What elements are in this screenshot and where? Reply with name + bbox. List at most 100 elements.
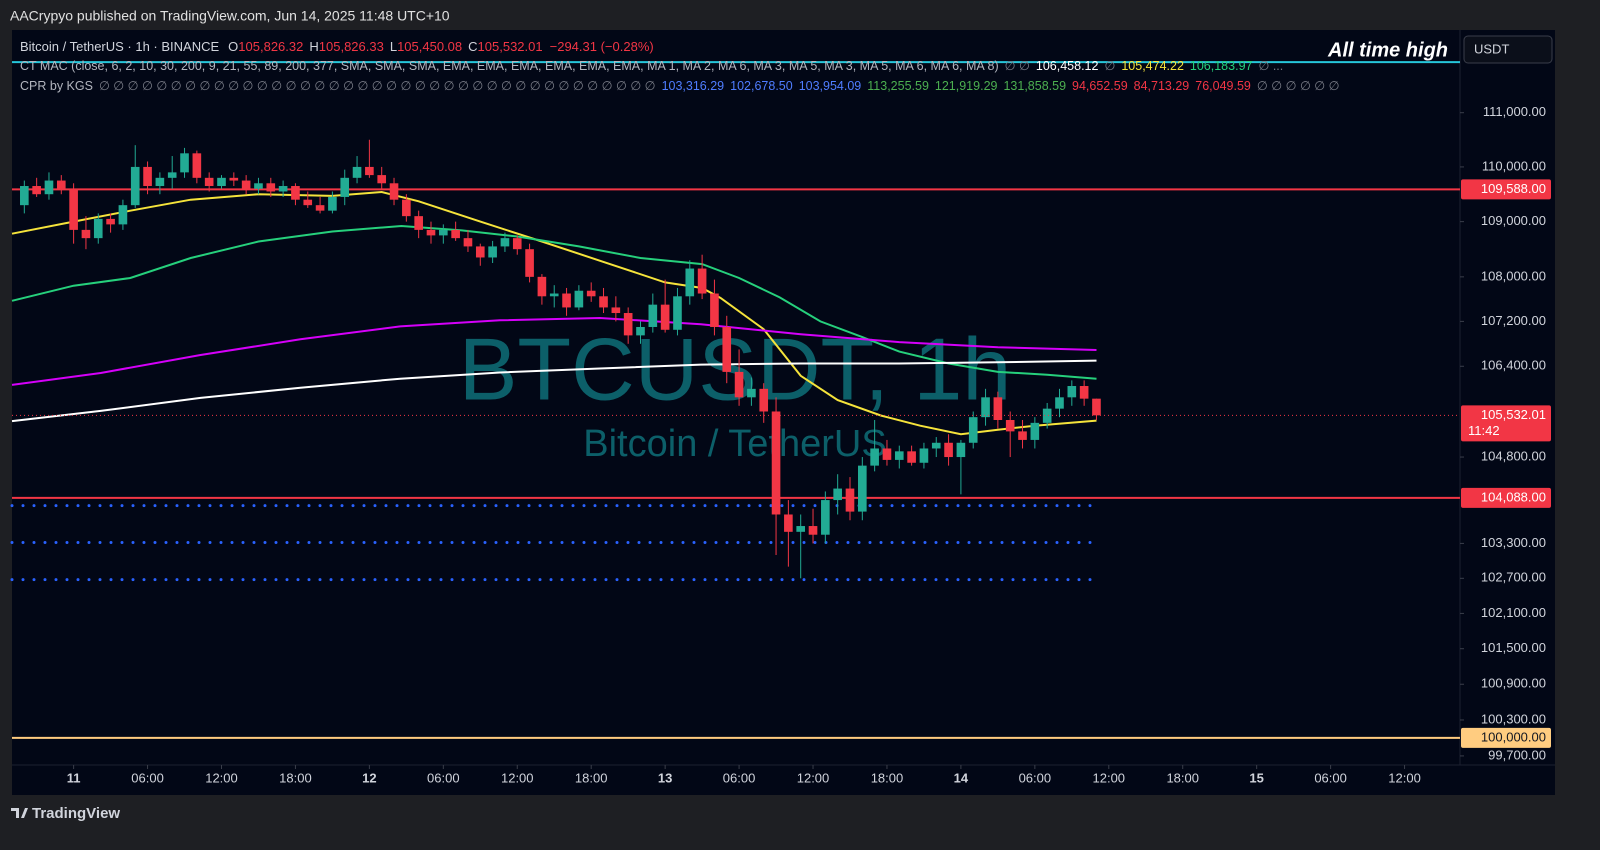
candle-body — [352, 166, 362, 178]
symbol: Bitcoin / TetherUS · 1h · BINANCE — [20, 39, 219, 54]
y-tick-label: 107,200.00 — [1481, 313, 1546, 328]
ohlc-value: 105,532.01 — [478, 39, 543, 54]
x-tick-label: 12:00 — [501, 770, 534, 785]
candle-body — [882, 448, 892, 460]
brand: TradingView — [32, 805, 120, 822]
candle-body — [981, 397, 990, 418]
x-tick-label: 18:00 — [279, 770, 312, 785]
candle-body — [759, 388, 769, 412]
candle-body — [426, 229, 436, 236]
indicator-name: CPR by KGS — [20, 79, 93, 93]
indicator-value: ∅ ... — [1258, 59, 1283, 73]
ohlc-value: 105,826.33 — [319, 39, 384, 54]
candle-body — [537, 276, 547, 297]
watermark-symbol: BTCUSDT, 1h — [459, 319, 1012, 418]
candle-body — [414, 216, 423, 230]
indicator-value: 84,713.29 — [1134, 79, 1190, 93]
candle-body — [402, 199, 411, 217]
candle-body — [747, 388, 756, 398]
level-label-box — [1461, 727, 1551, 748]
candle-body — [636, 326, 645, 336]
y-tick-label: 108,000.00 — [1481, 268, 1546, 283]
candle-body — [106, 218, 115, 225]
level-label: 104,088.00 — [1481, 489, 1546, 504]
candle-body — [660, 304, 670, 330]
candle-body — [389, 183, 399, 200]
last-price-box — [1461, 405, 1551, 442]
candle-body — [81, 229, 91, 239]
candle-body — [1055, 397, 1064, 409]
candle-body — [586, 290, 596, 297]
candle-body — [229, 177, 239, 181]
level-label: 109,588.00 — [1481, 181, 1546, 196]
candle-body — [20, 186, 29, 206]
candle-body — [143, 166, 152, 187]
candle-body — [968, 417, 978, 443]
indicator-value: 113,255.59 — [867, 79, 929, 93]
indicator-value: 131,858.59 — [1003, 79, 1066, 93]
candle-body — [944, 442, 953, 458]
x-tick-label: 13 — [658, 770, 672, 785]
candle-body — [833, 488, 842, 501]
candle-body — [845, 488, 855, 512]
candle-body — [1005, 420, 1015, 432]
candle-body — [130, 166, 140, 206]
candle-body — [439, 229, 448, 236]
candle-body — [475, 246, 485, 258]
indicator-value: 106,183.97 — [1190, 59, 1253, 73]
candle-body — [44, 180, 54, 195]
candle-body — [377, 175, 387, 184]
x-tick-label: 11 — [67, 770, 81, 785]
candle-body — [500, 238, 510, 247]
candle-body — [1067, 386, 1077, 398]
candle-body — [858, 465, 867, 512]
currency-button[interactable] — [1463, 35, 1553, 64]
candle-body — [340, 177, 350, 197]
indicator-value: ∅ ∅ ∅ ∅ ∅ ∅ ∅ ∅ ∅ ∅ ∅ ∅ ∅ ∅ ∅ ∅ ∅ ∅ ∅ ∅ … — [99, 79, 656, 93]
candle-body — [278, 186, 288, 192]
candle-body — [931, 442, 941, 449]
indicator-value: 103,954.09 — [799, 79, 862, 93]
candle-body — [315, 205, 325, 211]
x-tick-label: 18:00 — [1166, 770, 1199, 785]
level-label-box — [1461, 179, 1551, 200]
indicator-name: CT MAC (close, 6, 2, 10, 30, 200, 9, 21,… — [20, 59, 999, 73]
plot — [10, 61, 1460, 739]
candle-body — [266, 183, 276, 192]
candle-body — [69, 188, 78, 230]
y-tick-label: 102,700.00 — [1481, 570, 1546, 585]
y-tick-label: 102,100.00 — [1481, 605, 1546, 620]
candle-body — [734, 371, 744, 398]
candle-body — [241, 180, 251, 189]
change: −294.31 (−0.28%) — [550, 39, 654, 54]
watermark: BTCUSDT, 1h Bitcoin / TetherUS — [459, 319, 1012, 465]
indicator-value: ∅ ∅ — [1005, 59, 1030, 73]
y-tick-label: 100,900.00 — [1481, 676, 1546, 691]
candle-body — [56, 180, 66, 189]
last-price-label: 105,532.01 — [1481, 407, 1546, 422]
candle-body — [217, 177, 226, 187]
candle-body — [204, 177, 214, 187]
ma-line — [11, 224, 1097, 380]
candle-body — [808, 526, 818, 535]
publish-info: AACrypyo published on TradingView.com, J… — [10, 8, 450, 24]
x-tick-label: 12:00 — [1093, 770, 1126, 785]
candle-body — [525, 249, 534, 277]
candle-body — [512, 238, 522, 250]
candle-body — [574, 290, 584, 308]
currency-label[interactable]: USDT — [1474, 41, 1509, 56]
candle-body — [956, 442, 966, 458]
candle-body — [365, 166, 374, 176]
y-tick-label: 100,300.00 — [1481, 711, 1546, 726]
brand-logo — [11, 808, 28, 818]
candle-body — [192, 153, 202, 178]
logo-shape — [11, 808, 28, 818]
candle-body — [180, 153, 189, 173]
y-tick-label: 111,000.00 — [1483, 104, 1546, 119]
x-tick-label: 15 — [1249, 770, 1263, 785]
axes: 111,000.00 110,000.00 109,000.00 108,000.00… — [67, 104, 1551, 785]
candle-body — [303, 199, 313, 206]
y-tick-label: 109,000.00 — [1481, 213, 1546, 228]
candle-body — [697, 268, 707, 294]
